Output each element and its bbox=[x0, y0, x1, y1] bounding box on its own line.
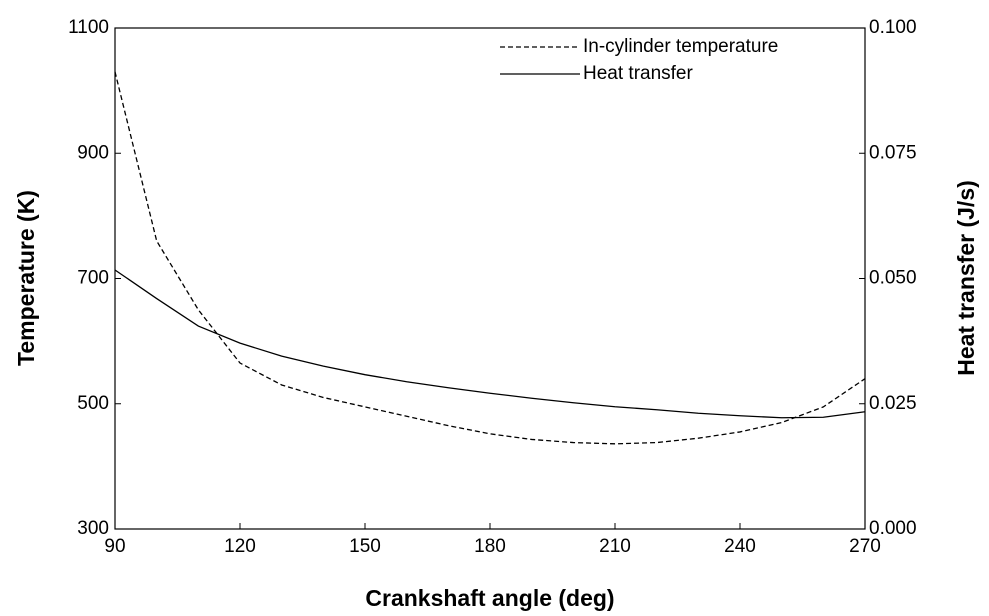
x-axis-label: Crankshaft angle (deg) bbox=[365, 585, 614, 611]
y-tick-label: 300 bbox=[77, 518, 109, 539]
y-axis-label: Temperature (K) bbox=[13, 190, 39, 366]
legend-label: Heat transfer bbox=[583, 63, 693, 84]
y-tick-label: 900 bbox=[77, 142, 109, 163]
plot-frame bbox=[114, 27, 866, 530]
series-line bbox=[114, 269, 866, 419]
y2-axis-label: Heat transfer (J/s) bbox=[953, 180, 979, 376]
x-tick-label: 210 bbox=[599, 536, 631, 557]
y2-tick-label: 0.025 bbox=[869, 393, 917, 414]
x-tick-label: 240 bbox=[724, 536, 756, 557]
series-line bbox=[114, 71, 866, 445]
y2-tick-label: 0.100 bbox=[869, 17, 917, 38]
y-tick-label: 1100 bbox=[68, 17, 109, 38]
y-tick-label: 700 bbox=[77, 268, 109, 289]
y2-tick-label: 0.075 bbox=[869, 142, 917, 163]
x-tick-label: 180 bbox=[474, 536, 506, 557]
y2-tick-label: 0.050 bbox=[869, 268, 917, 289]
x-tick-label: 120 bbox=[224, 536, 256, 557]
x-tick-label: 270 bbox=[849, 536, 881, 557]
x-tick-label: 90 bbox=[104, 536, 125, 557]
legend-label: In-cylinder temperature bbox=[583, 36, 778, 57]
y-tick-label: 500 bbox=[77, 393, 109, 414]
y2-tick-label: 0.000 bbox=[869, 518, 917, 539]
x-tick-label: 150 bbox=[349, 536, 381, 557]
